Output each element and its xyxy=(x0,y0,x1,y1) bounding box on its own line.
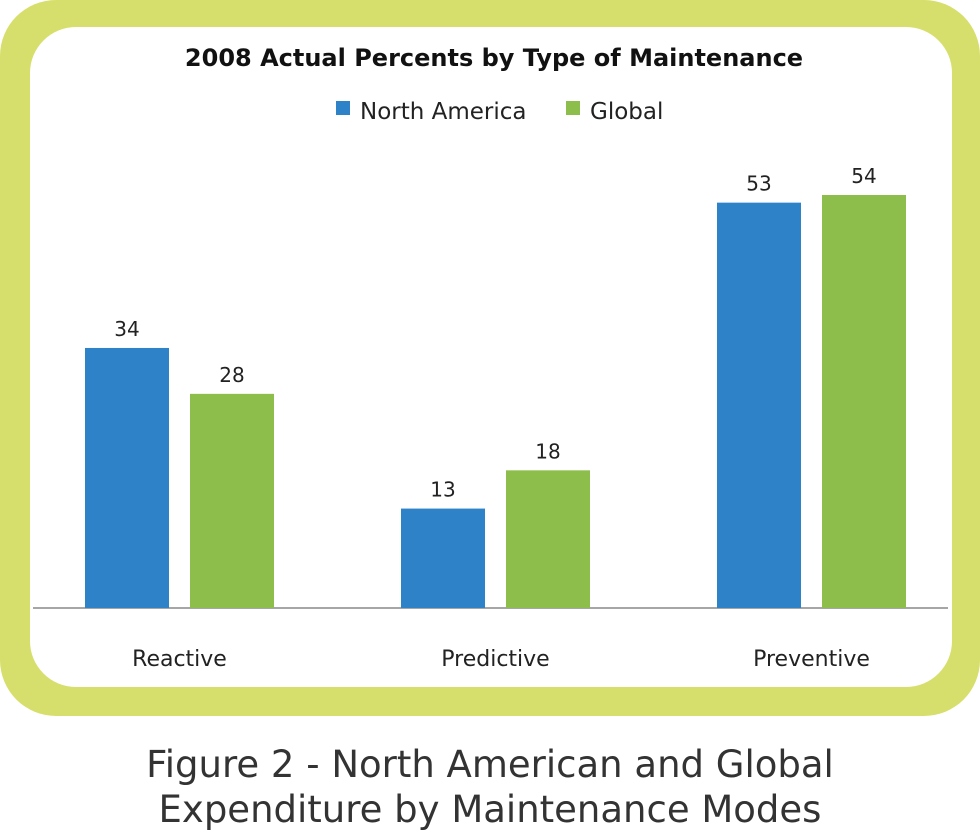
data-label: 53 xyxy=(746,172,771,196)
figure-caption: Figure 2 - North American and Global Exp… xyxy=(0,742,980,832)
data-label: 18 xyxy=(535,439,560,463)
bar-north-america-predictive xyxy=(401,508,485,608)
data-label: 13 xyxy=(430,478,455,502)
bar-chart: 2008 Actual Percents by Type of Maintena… xyxy=(33,44,948,672)
legend: North America Global xyxy=(336,99,663,125)
category-label: Reactive xyxy=(132,647,227,672)
chart-title: 2008 Actual Percents by Type of Maintena… xyxy=(185,44,803,72)
category-label: Preventive xyxy=(753,647,870,672)
bar-global-predictive xyxy=(506,470,590,608)
legend-swatch xyxy=(566,101,580,115)
caption-line-1: Figure 2 - North American and Global xyxy=(146,743,834,786)
category-label: Predictive xyxy=(441,647,549,672)
legend-swatch xyxy=(336,101,350,115)
bar-global-reactive xyxy=(190,393,274,608)
bar-global-preventive xyxy=(822,195,906,608)
legend-entry: Global xyxy=(590,99,663,125)
caption-line-2: Expenditure by Maintenance Modes xyxy=(158,788,822,831)
legend-entry: North America xyxy=(360,99,527,125)
data-label: 54 xyxy=(851,164,876,188)
data-label: 34 xyxy=(114,317,139,341)
data-label: 28 xyxy=(219,363,244,387)
bar-north-america-reactive xyxy=(85,347,169,608)
bar-north-america-preventive xyxy=(717,202,801,609)
